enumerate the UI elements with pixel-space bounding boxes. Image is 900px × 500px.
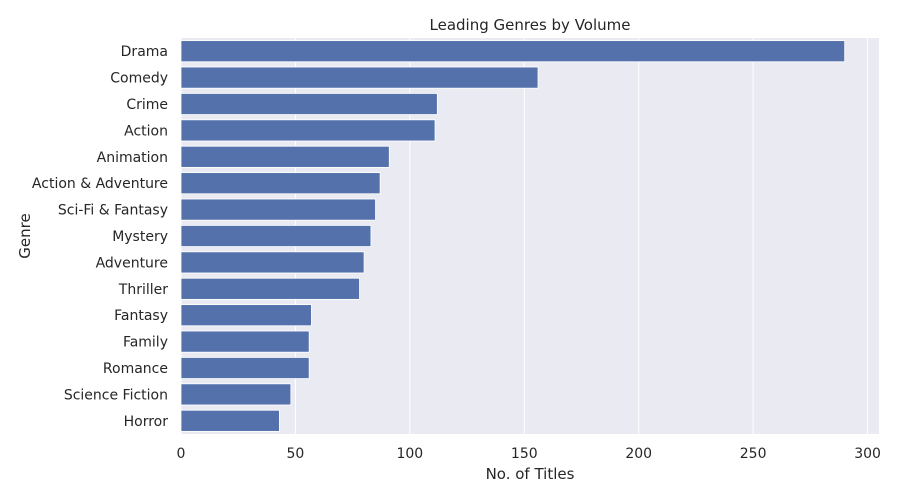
y-tick-label: Horror xyxy=(124,414,169,430)
x-tick-label: 300 xyxy=(854,446,881,462)
y-tick-label: Drama xyxy=(121,44,168,60)
y-tick-label: Family xyxy=(123,335,168,351)
bar-science-fiction xyxy=(180,383,292,406)
y-axis-title: Genre xyxy=(16,213,34,258)
y-tick-label: Crime xyxy=(126,97,168,113)
x-axis-title: No. of Titles xyxy=(486,465,575,483)
bar-family xyxy=(180,330,310,353)
bar-drama xyxy=(180,40,846,63)
y-tick-label: Action xyxy=(124,123,168,139)
y-tick-label: Thriller xyxy=(118,282,168,298)
bar-comedy xyxy=(180,66,539,89)
x-axis-ticks: 0 50 100 150 200 250 300 xyxy=(177,446,881,462)
y-tick-label: Action & Adventure xyxy=(32,176,168,192)
y-tick-label: Comedy xyxy=(110,71,168,87)
bar-thriller xyxy=(180,277,360,300)
x-tick-label: 50 xyxy=(287,446,305,462)
y-tick-label: Fantasy xyxy=(114,308,168,324)
x-tick-label: 200 xyxy=(625,446,652,462)
y-tick-label: Science Fiction xyxy=(64,387,168,403)
y-tick-label: Romance xyxy=(103,361,168,377)
bar-romance xyxy=(180,357,310,379)
y-tick-label: Adventure xyxy=(96,255,168,271)
bar-action xyxy=(180,119,436,142)
bar-adventure xyxy=(180,251,365,274)
bar-action-adventure xyxy=(180,172,381,195)
bar-mystery xyxy=(180,225,372,247)
bar-crime xyxy=(180,93,438,115)
x-tick-label: 250 xyxy=(740,446,767,462)
x-tick-label: 0 xyxy=(177,446,186,462)
y-tick-label: Animation xyxy=(97,150,168,166)
bar-fantasy xyxy=(180,304,312,327)
x-tick-label: 150 xyxy=(511,446,538,462)
bar-sci-fi-fantasy xyxy=(180,198,376,221)
bars xyxy=(180,40,846,432)
bar-horror xyxy=(180,409,280,432)
y-tick-label: Mystery xyxy=(112,229,168,245)
chart-title: Leading Genres by Volume xyxy=(430,16,631,34)
bar-animation xyxy=(180,145,390,168)
x-tick-label: 100 xyxy=(396,446,423,462)
y-axis-ticks: Drama Comedy Crime Action Animation Action & … xyxy=(32,44,168,430)
y-tick-label: Sci-Fi & Fantasy xyxy=(58,203,168,219)
